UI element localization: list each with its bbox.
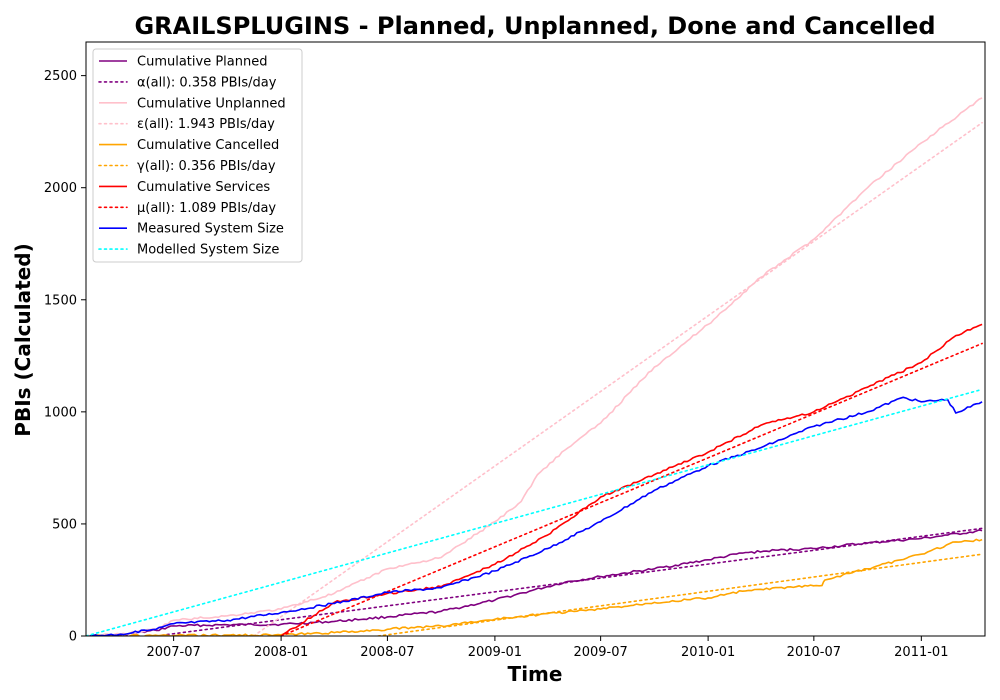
x-tick-label: 2007-07 <box>146 645 200 660</box>
x-axis-label: Time <box>508 662 563 686</box>
series-line-3 <box>86 97 983 636</box>
plot-border <box>85 41 986 637</box>
chart-title: GRAILSPLUGINS - Planned, Unplanned, Done… <box>134 12 935 40</box>
legend-label: Cumulative Services <box>137 180 270 195</box>
x-tick-label: 2011-01 <box>894 645 948 660</box>
series-line-10 <box>86 388 983 636</box>
x-tick-label: 2010-01 <box>681 645 735 660</box>
series-line-7 <box>280 323 983 636</box>
series-line-6 <box>377 553 983 636</box>
legend-label: μ(all): 1.089 PBIs/day <box>137 201 276 216</box>
y-tick-label: 1000 <box>44 405 77 420</box>
series-line-4 <box>252 121 983 636</box>
x-tick-label: 2008-01 <box>254 645 308 660</box>
legend-items: Cumulative Planned α(all): 0.358 PBIs/day… <box>98 55 286 258</box>
legend-label: Modelled System Size <box>137 243 279 258</box>
legend-label: ε(all): 1.943 PBIs/day <box>137 117 275 132</box>
legend-label: Cumulative Cancelled <box>137 138 279 153</box>
y-axis-label: PBIs (Calculated) <box>11 243 35 436</box>
y-axis-ticks: 0 500 1000 1500 2000 2500 <box>44 69 86 645</box>
legend-label: Cumulative Planned <box>137 55 267 70</box>
y-tick-label: 2500 <box>44 69 77 84</box>
x-tick-label: 2009-01 <box>468 645 522 660</box>
y-tick-label: 500 <box>52 517 77 532</box>
series-line-9 <box>86 396 983 636</box>
legend-box <box>92 48 303 263</box>
x-tick-label: 2009-07 <box>573 645 627 660</box>
y-tick-label: 1500 <box>44 293 77 308</box>
legend: Cumulative Planned α(all): 0.358 PBIs/day… <box>92 48 303 263</box>
x-tick-label: 2010-07 <box>787 645 841 660</box>
legend-label: α(all): 0.358 PBIs/day <box>137 75 277 90</box>
legend-label: Measured System Size <box>137 222 284 237</box>
y-tick-label: 2000 <box>44 181 77 196</box>
series-line-2 <box>155 527 983 636</box>
legend-label: Cumulative Unplanned <box>137 96 286 111</box>
x-tick-label: 2008-07 <box>360 645 414 660</box>
y-tick-label: 0 <box>69 630 77 645</box>
x-axis-ticks: 2007-07 2008-01 2008-07 2009-01 2009-07 2010-… <box>146 636 948 660</box>
series-line-8 <box>280 342 983 636</box>
legend-label: γ(all): 0.356 PBIs/day <box>137 159 276 174</box>
